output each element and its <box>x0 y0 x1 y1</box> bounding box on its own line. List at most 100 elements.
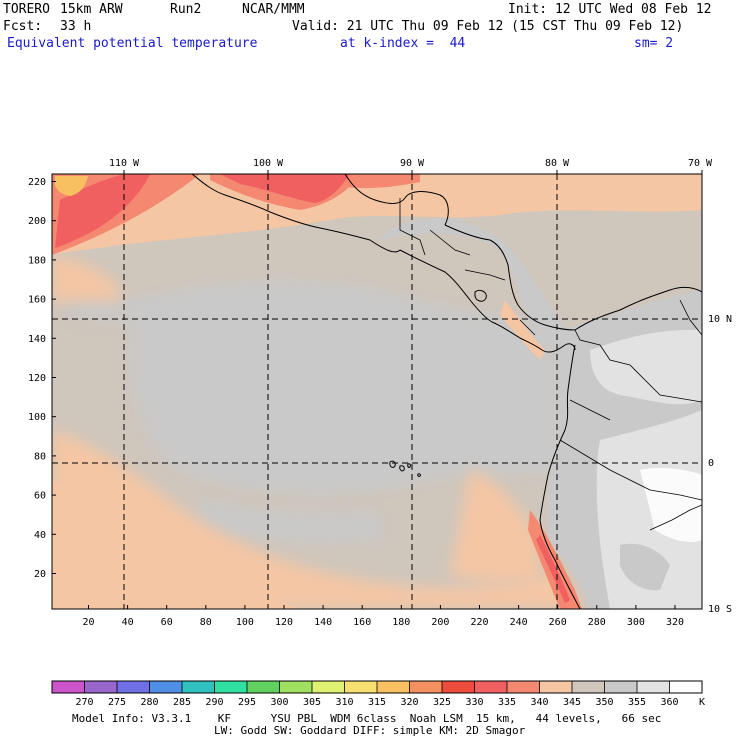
forecast-hour: 33 h <box>60 19 92 34</box>
bottom-axis-label: 40 <box>122 617 134 628</box>
colorbar-swatch <box>149 681 183 693</box>
lon-label: 110 W <box>109 158 140 169</box>
colorbar-label: 280 <box>140 697 158 708</box>
left-axis-label: 160 <box>28 295 46 306</box>
colorbar-swatch <box>279 681 313 693</box>
field-340-north <box>52 174 702 255</box>
graticule <box>52 174 702 609</box>
colorbar-swatch <box>182 681 215 693</box>
colorbar-label: 320 <box>400 697 418 708</box>
left-axis-label: 120 <box>28 373 46 384</box>
colorbar: 270 275 280 285 290 295 300 305 310 315 320 325 330 3… <box>51 680 705 708</box>
field-330-nw-core <box>55 174 150 248</box>
coastlines <box>191 174 702 609</box>
bottom-axis-label: 20 <box>82 617 94 628</box>
left-axis-label: 200 <box>28 216 46 227</box>
colorbar-label: 345 <box>563 697 581 708</box>
colorbar-swatch <box>507 681 540 693</box>
colorbar-label: 270 <box>75 697 93 708</box>
bottom-axis-label: 280 <box>588 617 606 628</box>
lat-label: 10 N <box>708 314 732 325</box>
run-label: Run2 <box>170 2 202 17</box>
plot-frame <box>51 173 703 610</box>
init-time: Init: 12 UTC Wed 08 Feb 12 <box>508 2 712 17</box>
colorbar-swatch <box>604 681 638 693</box>
left-axis-label: 140 <box>28 334 46 345</box>
colorbar-swatch <box>117 681 150 693</box>
bottom-axis-label: 240 <box>510 617 528 628</box>
colorbar-swatch <box>442 681 475 693</box>
colorbar-label: 275 <box>108 697 126 708</box>
bottom-axis-label: 220 <box>470 617 488 628</box>
forecast-label: Fcst: <box>3 19 43 34</box>
colorbar-label: 325 <box>433 697 451 708</box>
bottom-axis-label: 100 <box>236 617 254 628</box>
left-axis-label: 20 <box>34 569 46 580</box>
smoothing-info: sm= 2 <box>634 36 674 51</box>
colorbar-label: 290 <box>205 697 223 708</box>
lat-label: 10 S <box>708 604 732 615</box>
colorbar-swatch <box>572 681 605 693</box>
left-index-axis: 220 200 180 160 140 120 100 80 60 40 20 <box>28 177 56 580</box>
lon-label: 100 W <box>253 158 284 169</box>
colorbar-swatch <box>214 681 248 693</box>
colorbar-swatch <box>669 681 703 693</box>
level-info: at k-index = 44 <box>340 36 466 51</box>
valid-time: Valid: 21 UTC Thu 09 Feb 12 (15 CST Thu … <box>292 19 684 34</box>
colorbar-label: 315 <box>368 697 386 708</box>
organization: NCAR/MMM <box>242 2 305 17</box>
top-tick-marks <box>123 170 703 174</box>
bottom-axis-label: 200 <box>431 617 449 628</box>
field-name: Equivalent potential temperature <box>7 36 258 51</box>
model-info: Model Info: V3.3.1 KF YSU PBL WDM 6class… <box>72 712 662 725</box>
left-axis-label: 60 <box>34 491 46 502</box>
colorbar-label: 350 <box>595 697 613 708</box>
colorbar-label: 295 <box>238 697 256 708</box>
left-axis-label: 40 <box>34 530 46 541</box>
colorbar-swatch <box>539 681 573 693</box>
colorbar-swatch <box>377 681 410 693</box>
bottom-axis-label: 60 <box>161 617 173 628</box>
colorbar-unit: K <box>699 697 705 708</box>
colorbar-label: 360 <box>660 697 678 708</box>
field-350-ocean <box>130 281 561 494</box>
colorbar-label: 300 <box>270 697 288 708</box>
colorbar-swatch <box>474 681 508 693</box>
colorbar-label: 340 <box>530 697 548 708</box>
colorbar-swatch <box>409 681 443 693</box>
colorbar-swatch <box>247 681 280 693</box>
lon-label: 80 W <box>545 158 570 169</box>
colorbar-swatch <box>312 681 345 693</box>
model-resolution: 15km ARW <box>60 2 123 17</box>
left-axis-label: 80 <box>34 451 46 462</box>
colorbar-swatch <box>52 681 85 693</box>
bottom-axis-label: 180 <box>392 617 410 628</box>
field-355-colombia <box>590 330 702 405</box>
colorbar-label: 305 <box>303 697 321 708</box>
colorbar-label: 310 <box>335 697 353 708</box>
bottom-axis-label: 80 <box>200 617 212 628</box>
longitude-labels: 110 W 100 W 90 W 80 W 70 W <box>109 158 713 169</box>
field-325-patch <box>55 176 88 196</box>
colorbar-swatch <box>84 681 118 693</box>
bottom-axis-label: 320 <box>666 617 684 628</box>
bottom-axis-label: 120 <box>275 617 293 628</box>
bottom-axis-label: 140 <box>314 617 332 628</box>
temperature-field <box>52 174 702 609</box>
colorbar-label: 355 <box>628 697 646 708</box>
colorbar-label: 335 <box>498 697 516 708</box>
left-axis-label: 220 <box>28 177 46 188</box>
model-name: TORERO <box>3 2 50 17</box>
bottom-axis-label: 260 <box>549 617 567 628</box>
left-axis-label: 100 <box>28 412 46 423</box>
country-borders <box>399 198 702 531</box>
colorbar-swatch <box>637 681 670 693</box>
field-350-central-america <box>380 218 575 355</box>
lon-label: 90 W <box>400 158 425 169</box>
physics-info: LW: Godd SW: Goddard DIFF: simple KM: 2D… <box>214 724 526 737</box>
left-axis-label: 180 <box>28 255 46 266</box>
bottom-axis-label: 300 <box>627 617 645 628</box>
colorbar-label: 285 <box>173 697 191 708</box>
lat-label: 0 <box>708 458 714 469</box>
